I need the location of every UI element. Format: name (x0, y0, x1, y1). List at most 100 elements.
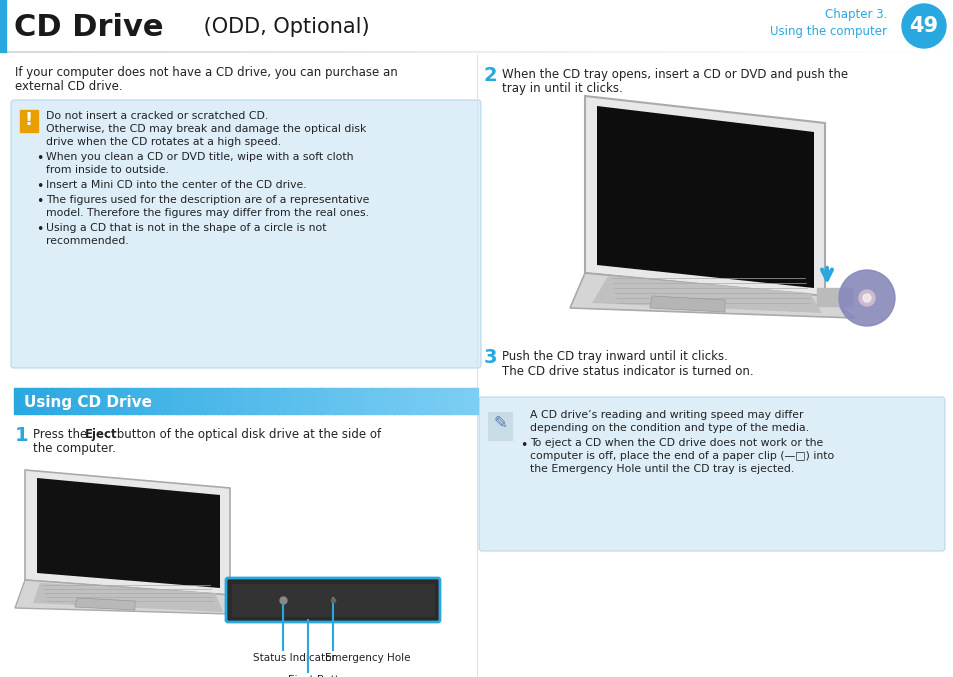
Bar (204, 388, 209, 414)
Text: Eject Button: Eject Button (288, 675, 352, 677)
Text: •: • (519, 439, 527, 452)
Bar (255, 388, 260, 414)
Polygon shape (75, 598, 135, 610)
Bar (97, 388, 103, 414)
Text: depending on the condition and type of the media.: depending on the condition and type of t… (530, 423, 808, 433)
Bar (218, 388, 223, 414)
Polygon shape (597, 106, 813, 288)
Text: drive when the CD rotates at a high speed.: drive when the CD rotates at a high spee… (46, 137, 281, 147)
Polygon shape (569, 273, 854, 318)
Bar (455, 388, 459, 414)
Bar (134, 388, 140, 414)
Bar (422, 388, 427, 414)
Bar (199, 388, 205, 414)
Text: Status Indicator: Status Indicator (253, 653, 335, 663)
Bar (292, 388, 297, 414)
Bar (403, 388, 409, 414)
Bar (320, 388, 325, 414)
Bar (385, 388, 390, 414)
Bar (102, 388, 107, 414)
Bar (361, 388, 367, 414)
Bar (236, 388, 242, 414)
Bar (0, 0, 6, 52)
Bar (51, 388, 56, 414)
Bar (251, 388, 255, 414)
Text: •: • (36, 223, 43, 236)
Bar (149, 388, 153, 414)
Text: 2: 2 (483, 66, 497, 85)
Bar (329, 388, 335, 414)
Text: 3: 3 (483, 348, 497, 367)
Bar (241, 388, 246, 414)
Bar (353, 388, 357, 414)
Bar (488, 412, 512, 440)
Text: To eject a CD when the CD drive does not work or the: To eject a CD when the CD drive does not… (530, 438, 822, 448)
Bar (232, 584, 434, 616)
Bar (264, 388, 270, 414)
Polygon shape (584, 96, 824, 296)
Bar (408, 388, 413, 414)
Bar (144, 388, 149, 414)
Bar (269, 388, 274, 414)
Bar (60, 388, 66, 414)
Bar (116, 388, 121, 414)
Bar (14, 388, 19, 414)
Text: Emergency Hole: Emergency Hole (325, 653, 410, 663)
Bar (37, 388, 42, 414)
Bar (121, 388, 126, 414)
Text: Otherwise, the CD may break and damage the optical disk: Otherwise, the CD may break and damage t… (46, 124, 366, 134)
Bar (468, 388, 474, 414)
Text: Eject: Eject (85, 428, 117, 441)
FancyBboxPatch shape (11, 100, 480, 368)
Bar (259, 388, 265, 414)
Bar (186, 388, 191, 414)
Polygon shape (592, 276, 821, 313)
Bar (283, 388, 288, 414)
Text: ✎: ✎ (493, 414, 506, 432)
Bar (274, 388, 278, 414)
Bar (390, 388, 395, 414)
Polygon shape (15, 580, 265, 615)
Bar (227, 388, 233, 414)
Text: model. Therefore the figures may differ from the real ones.: model. Therefore the figures may differ … (46, 208, 369, 218)
Bar (278, 388, 283, 414)
Text: computer is off, place the end of a paper clip (—□) into: computer is off, place the end of a pape… (530, 451, 833, 461)
Bar (70, 388, 74, 414)
Bar (427, 388, 432, 414)
Text: Insert a Mini CD into the center of the CD drive.: Insert a Mini CD into the center of the … (46, 180, 306, 190)
Bar (20, 110, 38, 132)
Bar (440, 388, 446, 414)
Bar (107, 388, 112, 414)
Bar (288, 388, 293, 414)
FancyBboxPatch shape (478, 397, 944, 551)
Bar (157, 388, 163, 414)
Bar (436, 388, 441, 414)
Bar (92, 388, 98, 414)
Bar (19, 388, 24, 414)
Bar (232, 388, 237, 414)
Bar (473, 388, 478, 414)
Text: Do not insert a cracked or scratched CD.: Do not insert a cracked or scratched CD. (46, 111, 268, 121)
Bar (343, 388, 348, 414)
Text: •: • (36, 180, 43, 193)
Bar (130, 388, 135, 414)
Bar (371, 388, 376, 414)
Bar (334, 388, 339, 414)
Text: the computer.: the computer. (33, 442, 115, 455)
Bar (209, 388, 213, 414)
Text: Push the CD tray inward until it clicks.: Push the CD tray inward until it clicks. (501, 350, 727, 363)
Text: •: • (36, 152, 43, 165)
Bar (112, 388, 116, 414)
Bar (190, 388, 195, 414)
Bar (47, 388, 51, 414)
Bar (380, 388, 385, 414)
Bar (79, 388, 84, 414)
Bar (413, 388, 417, 414)
Text: the Emergency Hole until the CD tray is ejected.: the Emergency Hole until the CD tray is … (530, 464, 794, 474)
Bar (55, 388, 61, 414)
Text: 1: 1 (15, 426, 29, 445)
Bar (395, 388, 399, 414)
Bar (153, 388, 158, 414)
Text: Using CD Drive: Using CD Drive (24, 395, 152, 410)
Bar (181, 388, 186, 414)
